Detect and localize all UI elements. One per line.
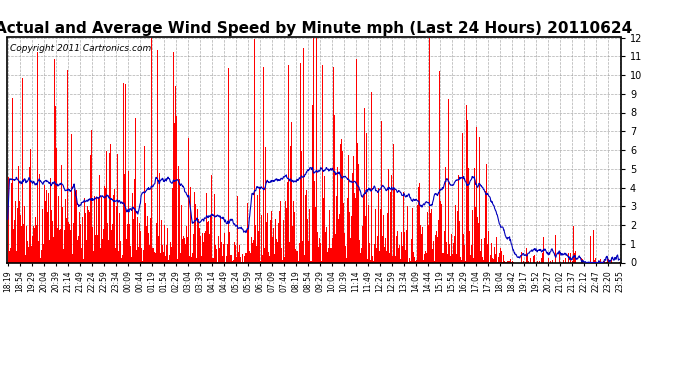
Title: Actual and Average Wind Speed by Minute mph (Last 24 Hours) 20110624: Actual and Average Wind Speed by Minute … <box>0 21 633 36</box>
Text: Copyright 2011 Cartronics.com: Copyright 2011 Cartronics.com <box>10 44 151 53</box>
